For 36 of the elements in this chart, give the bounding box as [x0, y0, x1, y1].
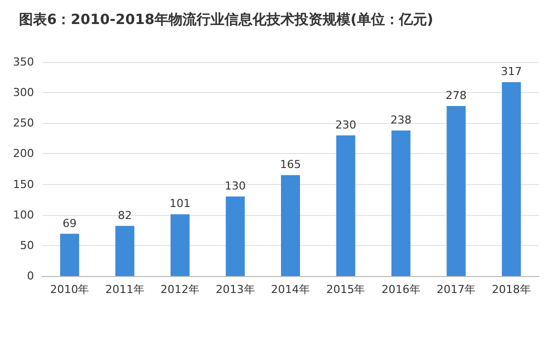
y-tick-label: 250: [13, 116, 34, 130]
y-tick-label: 50: [20, 238, 34, 252]
data-label: 101: [170, 197, 191, 210]
x-tick-label: 2010年: [50, 283, 90, 296]
y-tick-label: 300: [13, 86, 34, 100]
bar: [281, 175, 300, 276]
data-label: 317: [500, 65, 522, 78]
data-label: 165: [280, 158, 301, 172]
data-label: 278: [446, 89, 467, 102]
bar: [336, 135, 356, 276]
x-tick-label: 2016年: [381, 283, 420, 296]
y-tick-label: 100: [13, 208, 34, 222]
x-tick-label: 2012年: [160, 283, 200, 296]
bar: [446, 106, 466, 276]
x-tick-label: 2015年: [326, 283, 366, 296]
bar: [226, 196, 245, 276]
x-tick-label: 2013年: [216, 283, 255, 296]
chart-title: 图表6：2010-2018年物流行业信息化技术投资规模(单位：亿元): [19, 11, 434, 28]
bar: [170, 214, 190, 276]
data-label: 130: [224, 180, 246, 193]
y-tick-label: 350: [13, 56, 34, 68]
bar: [60, 234, 80, 276]
bar: [502, 82, 521, 276]
bar: [115, 226, 134, 276]
x-tick-label: 2017年: [436, 283, 476, 296]
data-label: 230: [335, 118, 356, 132]
data-label: 69: [62, 216, 77, 230]
x-tick-label: 2014年: [271, 283, 310, 296]
x-tick-label: 2011年: [105, 283, 144, 296]
y-tick-label: 0: [27, 270, 34, 282]
y-tick-label: 150: [13, 178, 34, 191]
y-tick-label: 200: [13, 147, 34, 160]
data-label: 82: [118, 208, 132, 222]
data-label: 238: [390, 113, 412, 126]
bar: [391, 130, 410, 276]
x-tick-label: 2018年: [492, 283, 531, 296]
